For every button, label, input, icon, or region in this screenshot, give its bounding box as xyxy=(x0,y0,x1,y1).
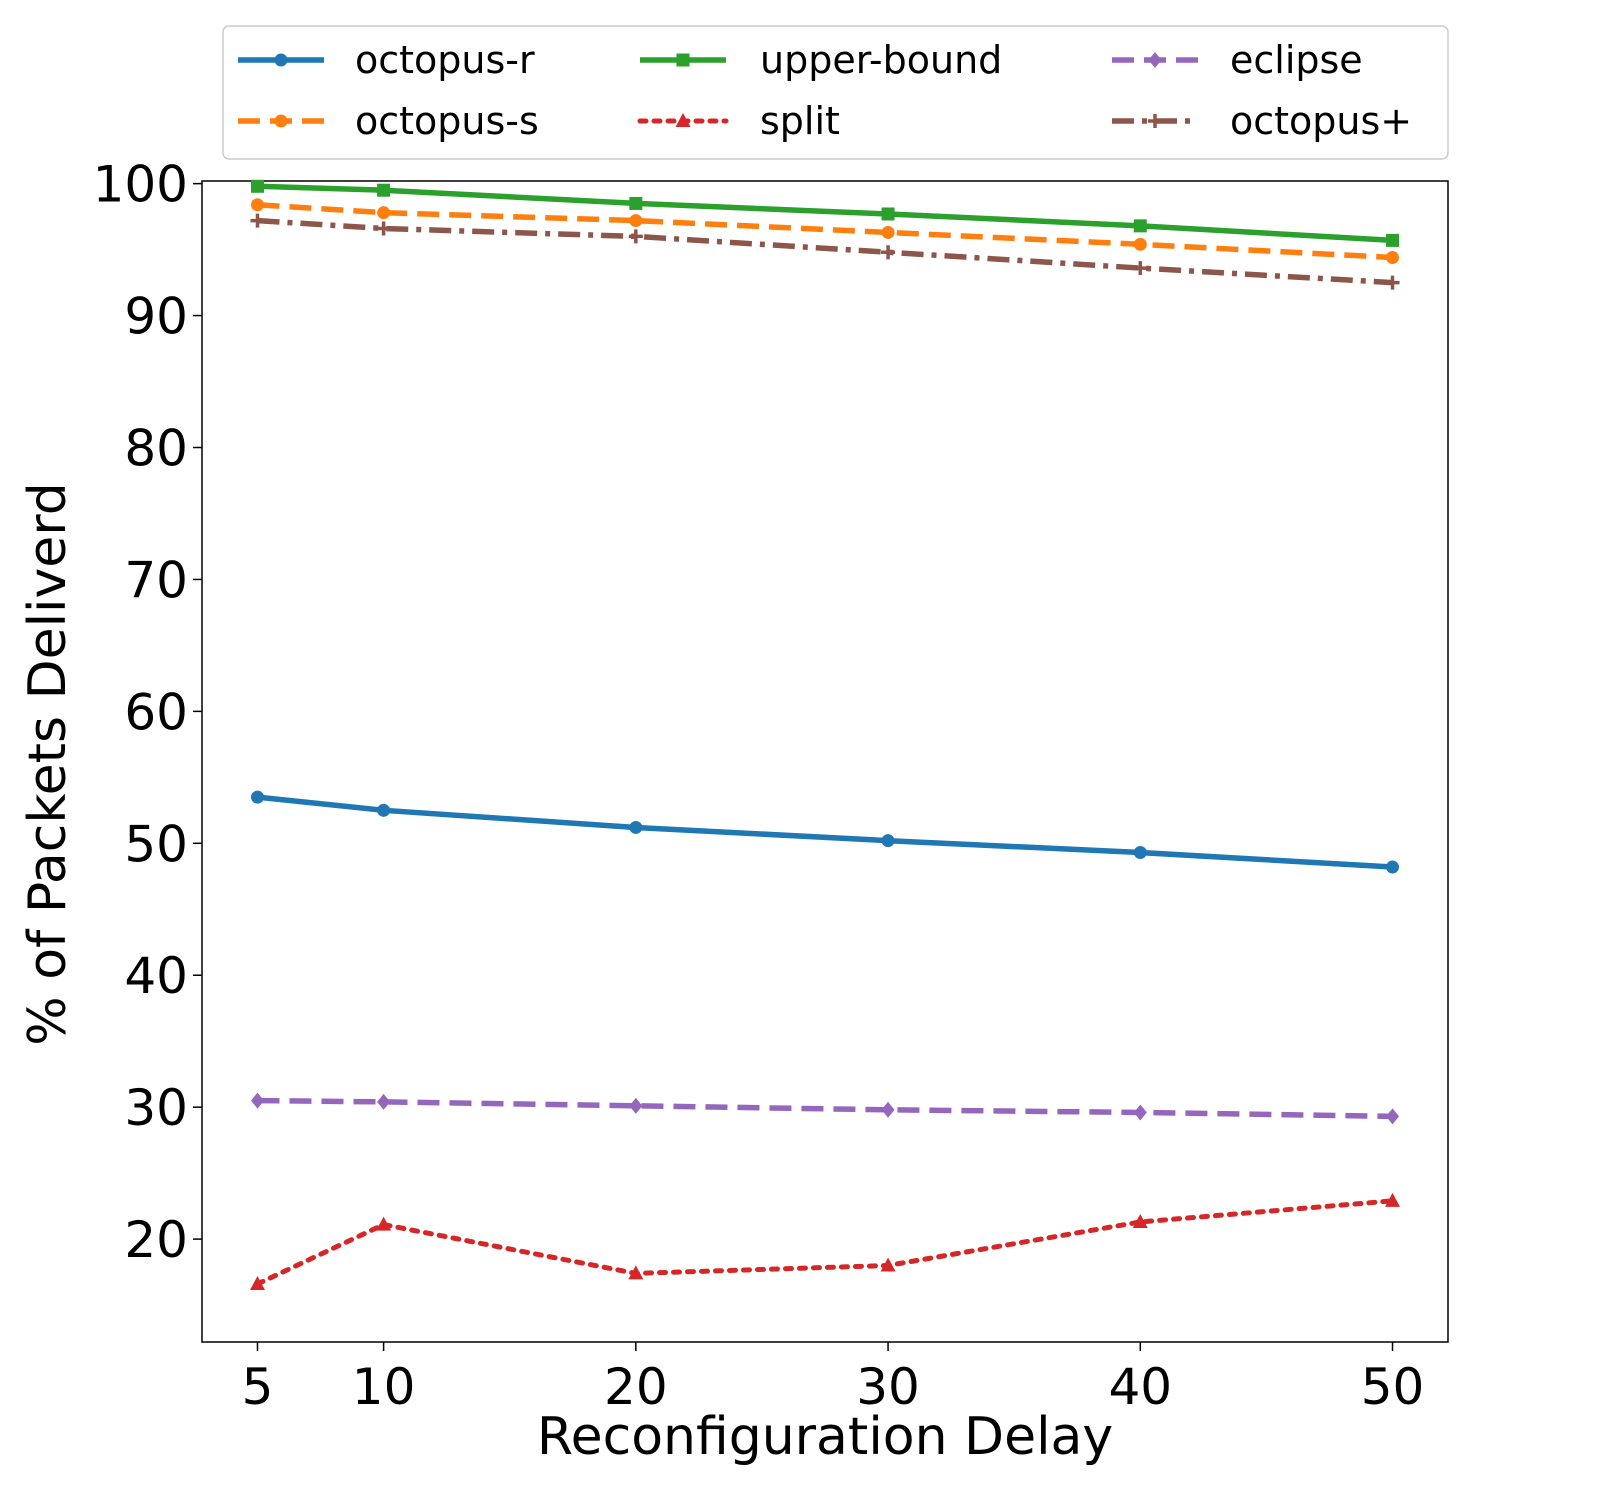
data-point-octopus+ xyxy=(1133,261,1148,276)
legend-label: octopus-r xyxy=(355,38,535,82)
series-octopus-r xyxy=(250,790,1400,874)
series-line-octopus+ xyxy=(257,217,1393,286)
x-tick-label: 50 xyxy=(1361,1358,1425,1416)
y-tick-label: 50 xyxy=(124,815,188,873)
legend-marker xyxy=(1148,52,1162,68)
legend-label: eclipse xyxy=(1230,38,1363,82)
data-point-upper-bound xyxy=(377,183,391,197)
legend: octopus-r octopus-s upper-bound split eclips… xyxy=(222,25,1449,160)
data-point-split xyxy=(376,1216,392,1231)
series-layer xyxy=(249,179,1401,1290)
data-point-split xyxy=(1385,1192,1401,1207)
y-tick-label: 20 xyxy=(124,1211,188,1269)
data-point-octopus+ xyxy=(250,213,265,228)
data-point-octopus-r xyxy=(629,820,643,834)
data-point-octopus-r xyxy=(250,790,264,804)
x-tick-label: 5 xyxy=(242,1358,274,1416)
y-tick-label: 90 xyxy=(124,288,188,346)
data-point-eclipse xyxy=(629,1097,643,1114)
data-point-octopus-s xyxy=(629,214,643,228)
legend-label: split xyxy=(760,99,840,143)
data-point-split xyxy=(249,1275,265,1290)
data-point-octopus-s xyxy=(881,225,895,239)
data-point-split xyxy=(880,1257,896,1272)
data-point-octopus+ xyxy=(376,221,391,236)
y-tick-label: 100 xyxy=(93,156,188,214)
legend-item-octopus-s: octopus-s xyxy=(238,99,539,143)
legend-label: upper-bound xyxy=(760,38,1002,82)
legend-item-split: split xyxy=(637,99,840,143)
data-point-eclipse xyxy=(1133,1104,1147,1121)
y-tick-label: 30 xyxy=(124,1079,188,1137)
series-line-split xyxy=(254,1198,1396,1287)
series-line-octopus-r xyxy=(257,794,1393,870)
data-point-upper-bound xyxy=(881,207,895,221)
data-point-upper-bound xyxy=(1133,219,1147,233)
x-axis-ticks: 5 10 20 30 40 50 xyxy=(242,1342,1425,1416)
data-point-octopus-r xyxy=(881,834,895,848)
legend-item-octopus-r: octopus-r xyxy=(238,38,535,82)
data-point-eclipse xyxy=(1386,1108,1400,1125)
y-tick-label: 80 xyxy=(124,420,188,478)
data-point-split xyxy=(1132,1213,1148,1228)
legend-frame xyxy=(222,25,1449,160)
y-axis-title: % of Packets Deliverd xyxy=(18,482,78,1046)
x-tick-label: 10 xyxy=(352,1358,416,1416)
series-line-upper-bound xyxy=(257,183,1393,244)
series-split xyxy=(249,1192,1401,1290)
data-point-octopus-r xyxy=(1386,860,1400,874)
x-axis-title: Reconfiguration Delay xyxy=(537,1407,1113,1467)
legend-marker xyxy=(1148,114,1162,128)
series-line-octopus-s xyxy=(257,202,1393,261)
data-point-octopus-r xyxy=(377,803,391,817)
legend-marker xyxy=(675,113,691,127)
x-tick-label: 30 xyxy=(856,1358,920,1416)
y-tick-label: 70 xyxy=(124,551,188,609)
legend-item-eclipse: eclipse xyxy=(1112,38,1363,82)
data-point-octopus+ xyxy=(1385,275,1400,290)
data-point-eclipse xyxy=(377,1093,391,1110)
data-point-eclipse xyxy=(250,1092,264,1109)
series-eclipse xyxy=(250,1092,1400,1125)
legend-label: octopus+ xyxy=(1230,99,1412,143)
legend-marker xyxy=(274,114,288,128)
series-octopus+ xyxy=(250,213,1400,290)
x-tick-label: 40 xyxy=(1108,1358,1172,1416)
data-point-octopus+ xyxy=(628,229,643,244)
data-point-upper-bound xyxy=(250,179,264,193)
series-octopus-s xyxy=(250,198,1400,265)
legend-marker xyxy=(676,53,690,67)
legend-item-octopus+: octopus+ xyxy=(1112,99,1412,143)
plot-frame xyxy=(201,180,1449,1343)
legend-marker xyxy=(274,53,288,67)
data-point-octopus-s xyxy=(377,206,391,220)
data-point-split xyxy=(628,1265,644,1280)
legend-label: octopus-s xyxy=(355,99,539,143)
data-point-octopus-s xyxy=(1133,237,1147,251)
data-point-upper-bound xyxy=(629,196,643,210)
data-point-octopus+ xyxy=(881,245,896,260)
data-point-octopus-r xyxy=(1133,846,1147,860)
x-tick-label: 20 xyxy=(604,1358,668,1416)
series-line-eclipse xyxy=(257,1097,1393,1120)
y-axis-ticks: 20 30 40 50 60 70 80 90 100 xyxy=(93,156,202,1269)
series-upper-bound xyxy=(250,179,1400,247)
y-tick-label: 40 xyxy=(124,947,188,1005)
data-point-octopus-s xyxy=(1386,251,1400,265)
data-point-upper-bound xyxy=(1386,233,1400,247)
y-tick-label: 60 xyxy=(124,683,188,741)
legend-item-upper-bound: upper-bound xyxy=(640,38,1002,82)
data-point-octopus-s xyxy=(250,198,264,212)
data-point-eclipse xyxy=(881,1101,895,1118)
